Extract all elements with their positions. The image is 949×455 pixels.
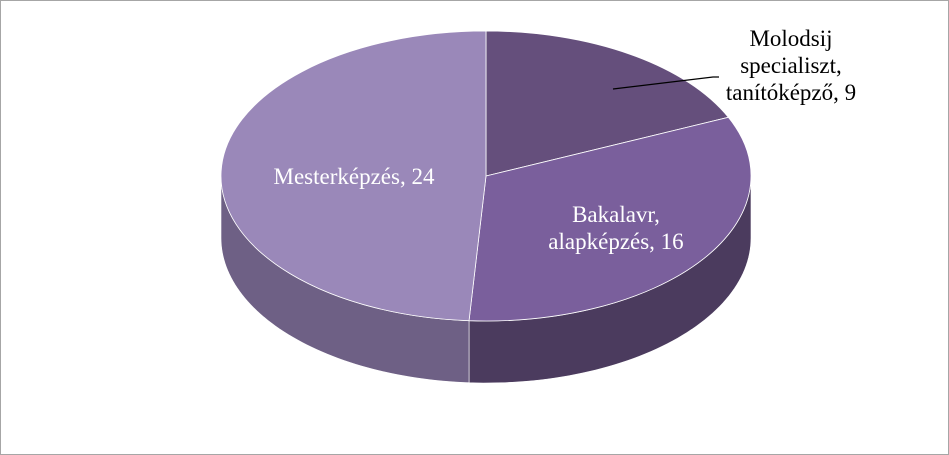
pie-slice	[485, 30, 730, 177]
pie-slice	[468, 116, 752, 322]
data-label: Molodsij specialiszt, tanítóképző, 9	[725, 26, 857, 105]
data-label: Bakalavr, alapképzés, 16	[548, 202, 684, 254]
data-label: Mesterképzés, 24	[273, 164, 435, 189]
pie-slice	[220, 30, 487, 322]
leader-line	[612, 76, 719, 90]
